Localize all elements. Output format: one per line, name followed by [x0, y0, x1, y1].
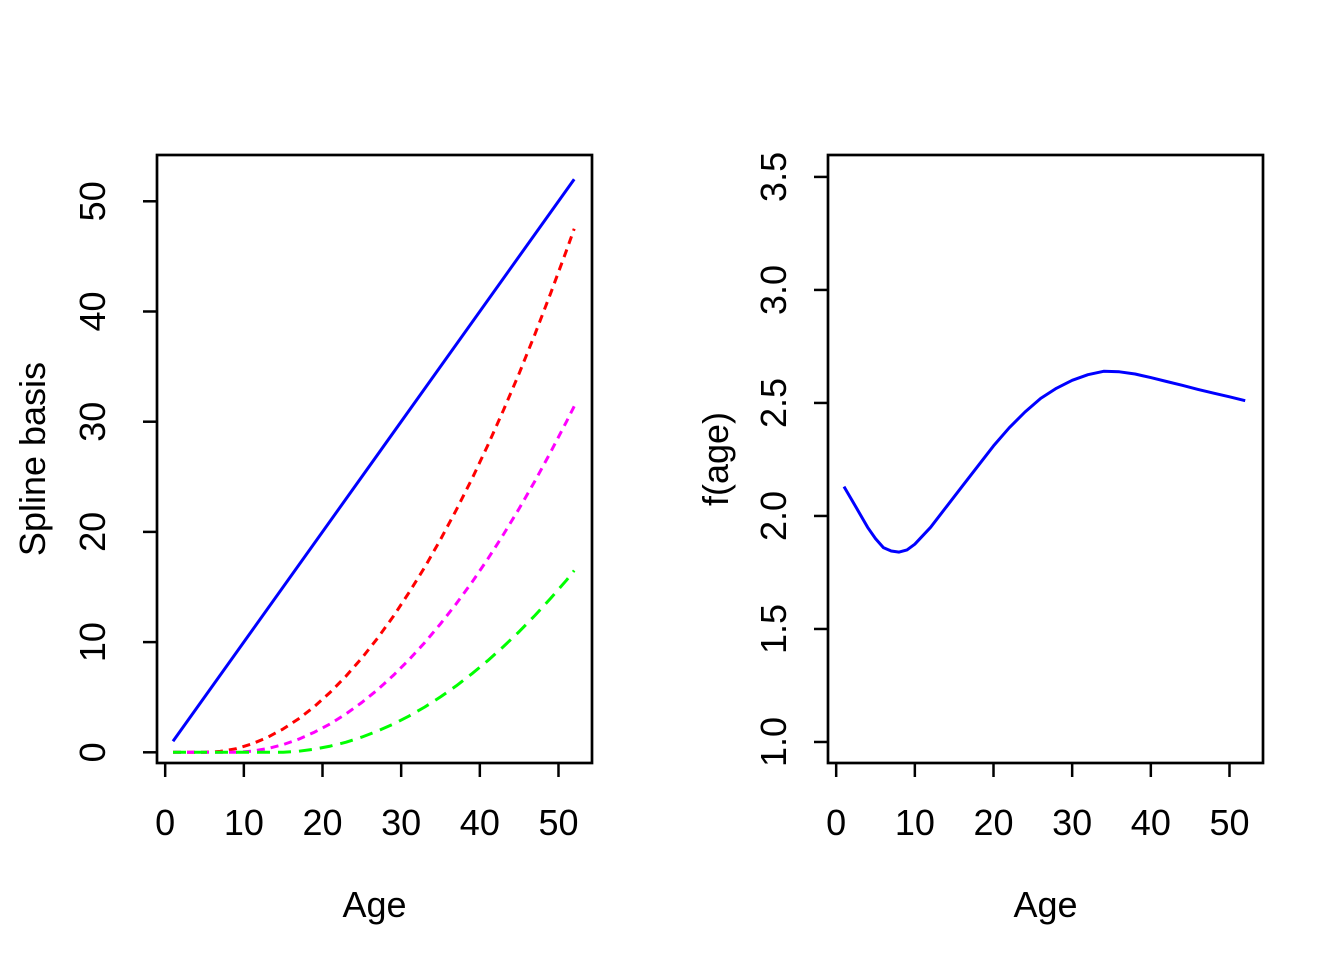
y-tick-label: 1.5: [753, 604, 794, 654]
y-tick-label: 40: [72, 291, 113, 331]
right-panel: 0 10 20 30 40 50 1.0 1.5 2.0 2.5 3.0 3.5 Age f(age): [695, 152, 1265, 925]
x-axis-title: Age: [342, 884, 406, 925]
x-tick-label: 50: [538, 802, 578, 843]
plot-box: [155, 153, 594, 765]
series-spline-basis-1: [173, 228, 576, 754]
x-axis-title: Age: [1013, 884, 1077, 925]
y-tick-label: 3.5: [753, 152, 794, 202]
y-axis-title: f(age): [695, 412, 736, 506]
plot-box: [826, 153, 1265, 765]
series-spline-basis-2: [173, 405, 576, 754]
y-tick-label: 2.0: [753, 491, 794, 541]
x-tick-label: 50: [1209, 802, 1249, 843]
x-tick-label: 30: [1052, 802, 1092, 843]
y-axis-title: Spline basis: [12, 362, 53, 556]
x-tick-label: 0: [826, 802, 846, 843]
x-tick-label: 10: [895, 802, 935, 843]
x-tick-label: 40: [1131, 802, 1171, 843]
series-linear-basis: [171, 178, 576, 743]
y-tick-label: 0: [72, 742, 113, 762]
y-tick-label: 3.0: [753, 265, 794, 315]
x-tick-label: 20: [973, 802, 1013, 843]
y-tick-label: 2.5: [753, 378, 794, 428]
y-tick-label: 20: [72, 512, 113, 552]
series-fitted-spline-f-age: [842, 369, 1246, 554]
y-tick-label: 50: [72, 181, 113, 221]
x-tick-label: 30: [381, 802, 421, 843]
y-tick-label: 1.0: [753, 717, 794, 767]
x-tick-label: 10: [224, 802, 264, 843]
x-tick-label: 40: [460, 802, 500, 843]
x-tick-label: 20: [302, 802, 342, 843]
y-tick-label: 10: [72, 622, 113, 662]
series-spline-basis-3: [173, 569, 576, 754]
x-tick-label: 0: [155, 802, 175, 843]
y-tick-label: 30: [72, 402, 113, 442]
left-panel: 0 10 20 30 40 50 0 10 20 30 40 50 Age Spline basis: [12, 153, 594, 925]
